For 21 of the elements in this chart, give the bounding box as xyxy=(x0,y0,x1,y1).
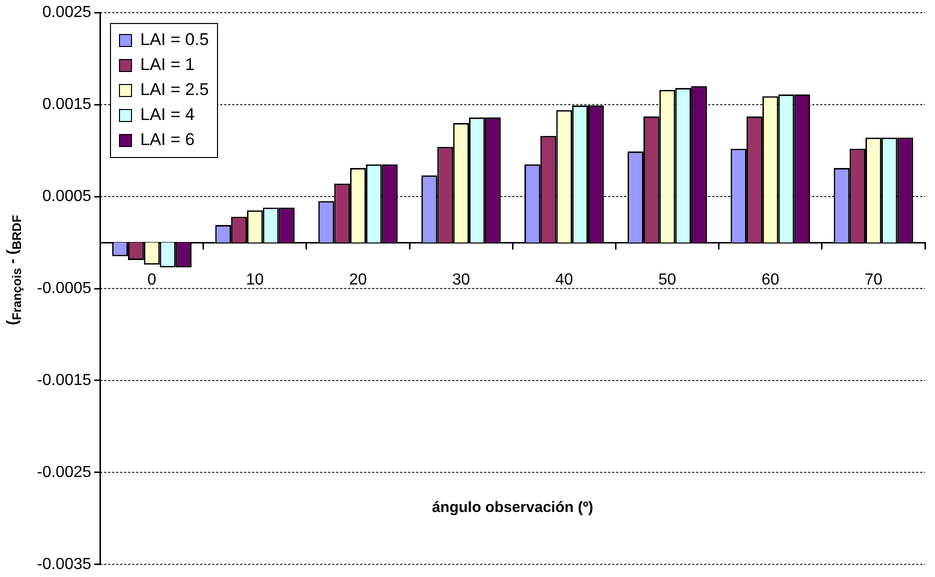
legend-label: LAI = 6 xyxy=(140,130,195,150)
y-tick-label: 0.0015 xyxy=(42,96,92,113)
x-tick-label: 50 xyxy=(658,272,676,289)
legend-label: LAI = 0.5 xyxy=(140,30,209,50)
y-tick-label: -0.0025 xyxy=(37,464,92,481)
x-tick-label: 30 xyxy=(452,272,470,289)
y-tick-label: 0.0025 xyxy=(42,4,92,22)
x-tick-label: 20 xyxy=(349,272,367,289)
x-tick-label: 70 xyxy=(864,272,882,289)
legend-label: LAI = 2.5 xyxy=(140,80,209,100)
x-tick-label: 40 xyxy=(555,272,574,289)
y-tick-label: -0.0035 xyxy=(37,556,92,573)
x-axis-title: ángulo observación (º) xyxy=(432,499,594,516)
y-tick-label: -0.0015 xyxy=(37,372,92,389)
legend-label: LAI = 4 xyxy=(140,105,195,126)
legend-label: LAI = 1 xyxy=(140,55,195,76)
y-tick-label: -0.0005 xyxy=(37,280,92,297)
y-tick-label: 0.0005 xyxy=(42,188,92,205)
x-tick-label: 60 xyxy=(761,272,780,289)
x-tick-label: 10 xyxy=(246,272,264,289)
x-tick-label: 0 xyxy=(147,272,156,289)
